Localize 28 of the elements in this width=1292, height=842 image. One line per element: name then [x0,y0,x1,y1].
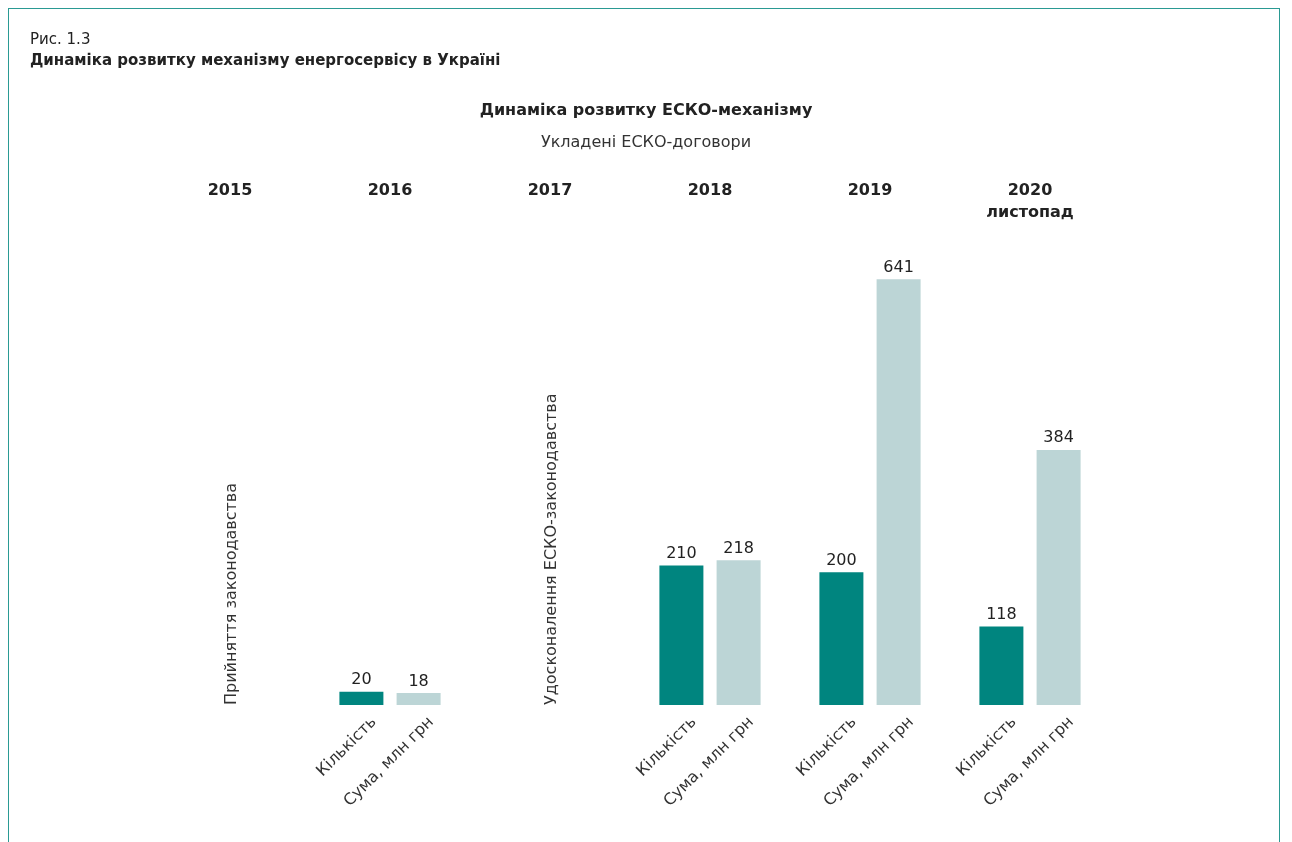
data-label: 210 [666,543,697,562]
text: Рис. 1.3 [30,30,91,48]
data-label: 218 [723,537,754,557]
bar [396,693,441,705]
chart-subtitle: Укладені ЕСКО-договори [540,131,752,151]
annotation: Удосконалення ЕСКО-законодавства [540,393,560,705]
bar [979,626,1024,705]
bar [1036,449,1081,705]
data-label: 118 [986,604,1017,624]
text: Динаміка розвитку механізму енергосервісу в Україні [30,51,501,69]
annotation: Прийняття законодавства [220,482,240,705]
x-tick-label: 2019 [847,179,893,199]
x-tick-label: 2016 [367,179,413,199]
data-label: 641 [883,256,914,276]
bar [819,572,864,705]
data-label: 200 [826,549,857,569]
bar [716,560,761,705]
bar [659,565,704,705]
data-label: 18 [408,670,429,690]
x-tick-label: 2015 [207,179,253,199]
x-tick-label: 2018 [687,179,733,199]
x-tick-label: 2020 листопад [986,179,1074,221]
bar [876,279,921,705]
data-label: 384 [1043,427,1074,447]
chart-title: Динаміка розвитку ЕСКО-механізму [479,99,813,119]
data-label: 20 [351,669,372,689]
bar [339,691,384,705]
x-tick-label: 2017 [527,179,573,199]
